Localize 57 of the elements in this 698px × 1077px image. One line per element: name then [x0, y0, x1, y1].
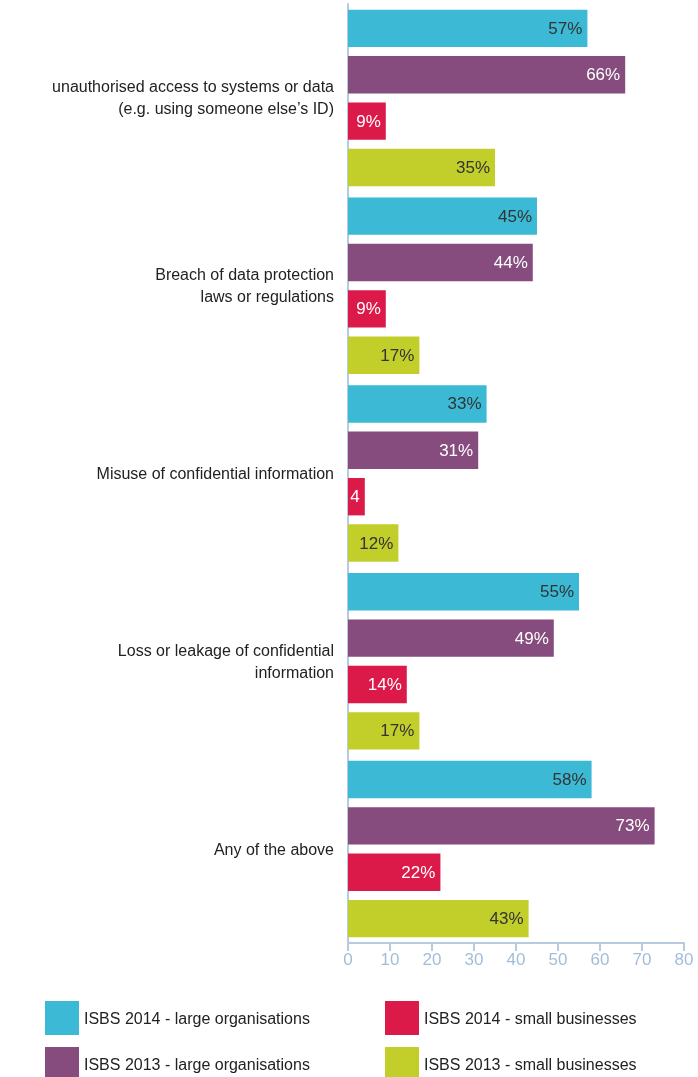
bar: [348, 619, 554, 657]
data-label: 35%: [455, 157, 490, 177]
bar: [348, 477, 365, 516]
legend-label: ISBS 2014 - large organisations: [84, 1009, 310, 1027]
bar: [348, 148, 495, 187]
data-label: 44%: [493, 253, 528, 273]
data-label: 31%: [439, 440, 474, 460]
data-label: 17%: [380, 721, 415, 741]
y-tick-label: unauthorised access to systems or data (e.g. using someone else’s ID): [52, 78, 335, 118]
bar: [348, 853, 441, 891]
data-label: 58%: [552, 770, 587, 790]
data-label: 55%: [539, 582, 574, 602]
x-tick-label: 60: [590, 950, 610, 969]
y-tick-label: Loss or leakage of confidential information: [117, 641, 334, 681]
x-tick-label: 40: [506, 950, 526, 969]
x-tick-label: 70: [632, 950, 652, 969]
data-label: 9%: [356, 111, 381, 131]
data-label: 17%: [380, 345, 415, 365]
data-label: 45%: [497, 206, 532, 226]
bar: [348, 760, 592, 799]
bar: [348, 102, 386, 140]
x-tick-label: 50: [548, 950, 568, 969]
bar: [348, 197, 537, 235]
bar: [348, 573, 579, 611]
data-label: 66%: [586, 65, 621, 85]
x-tick-label: 20: [422, 950, 442, 969]
y-tick-label: Any of the above: [213, 840, 335, 858]
data-label: 33%: [447, 394, 482, 414]
bar: [348, 807, 655, 845]
data-label: 14%: [367, 674, 402, 694]
bar: [348, 899, 529, 938]
data-label: 12%: [359, 533, 394, 553]
bar: [348, 336, 420, 374]
legend-label: ISBS 2013 - small businesses: [424, 1055, 637, 1073]
data-label: 4: [350, 487, 360, 507]
bar: [348, 9, 588, 48]
x-tick-label: 80: [674, 950, 694, 969]
bar: [348, 243, 533, 282]
data-label: 9%: [356, 299, 381, 319]
x-tick-label: 0: [343, 950, 353, 969]
bar: [348, 290, 386, 328]
legend-label: ISBS 2013 - large organisations: [84, 1055, 310, 1073]
y-tick-label: Misuse of confidential information: [96, 465, 334, 482]
x-tick-label: 10: [380, 950, 400, 969]
data-label: 43%: [489, 909, 524, 929]
data-label: 22%: [401, 862, 436, 882]
bar: [348, 56, 626, 94]
legend-label: ISBS 2014 - small businesses: [424, 1009, 637, 1027]
data-label: 73%: [615, 816, 650, 836]
bar: [348, 712, 420, 750]
data-label: 49%: [514, 628, 549, 648]
y-tick-label: Breach of data protection laws or regulations: [155, 266, 334, 306]
data-label: 57%: [548, 18, 583, 38]
bar: [348, 385, 487, 423]
x-tick-label: 30: [464, 950, 484, 969]
bar: [348, 665, 407, 704]
bar: [348, 431, 479, 470]
